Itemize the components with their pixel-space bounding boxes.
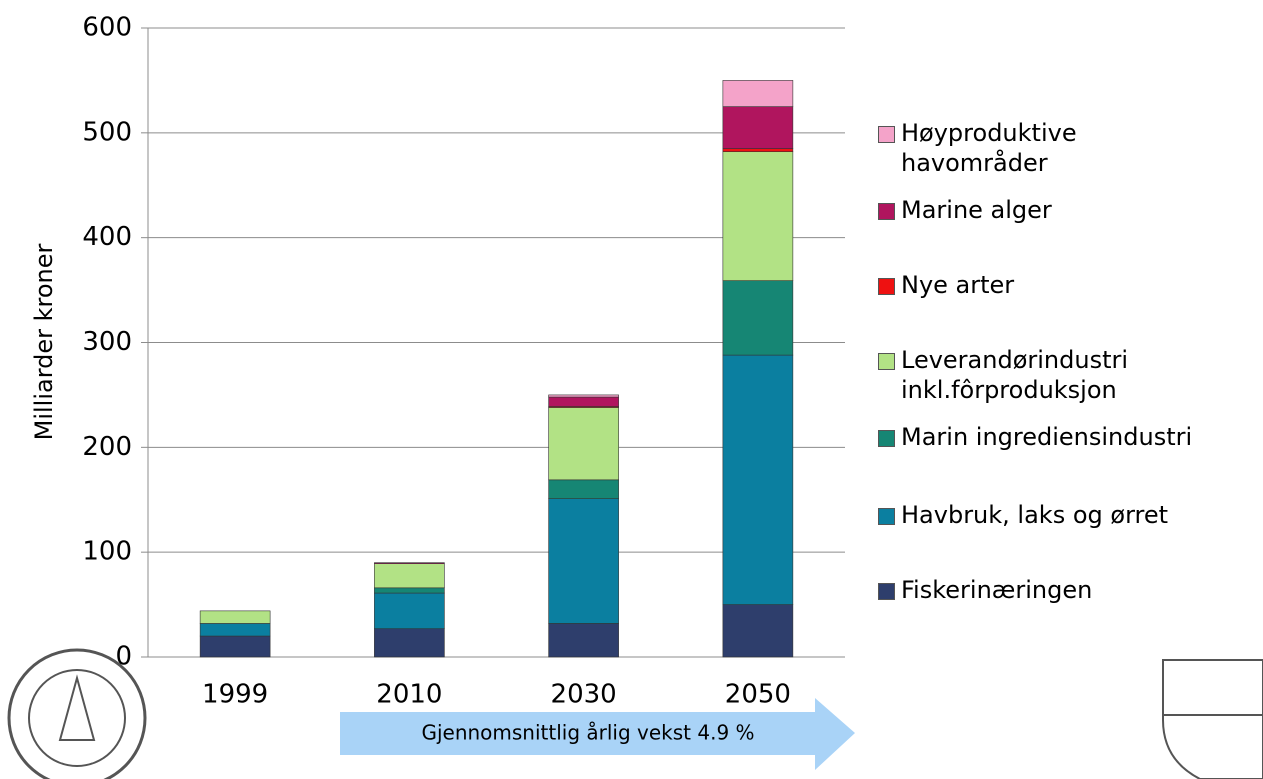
legend-swatch	[878, 430, 895, 447]
bar-segment	[722, 280, 794, 356]
legend-swatch	[878, 203, 895, 220]
bar-segment	[548, 394, 619, 398]
legend-label: Fiskerinæringen	[901, 576, 1093, 604]
y-axis-label: Milliarder kroner	[30, 243, 58, 440]
legend-item: Marine alger	[878, 195, 1052, 225]
legend-label: Marine alger	[901, 196, 1052, 224]
legend-swatch	[878, 583, 895, 600]
y-tick-label: 300	[82, 327, 132, 357]
legend-label: Marin ingrediensindustri	[901, 423, 1193, 451]
legend-swatch	[878, 508, 895, 525]
bar-segment	[548, 396, 619, 407]
legend-swatch	[878, 278, 895, 295]
y-tick-label: 400	[82, 222, 132, 252]
legend-swatch	[878, 353, 895, 370]
bar-segment	[548, 623, 619, 658]
bar-segment	[722, 354, 794, 605]
y-tick-label: 500	[82, 117, 132, 147]
x-tick-label: 2050	[725, 680, 791, 710]
bar-segment	[722, 151, 794, 281]
bar-segment	[548, 498, 619, 624]
legend-label: Høyproduktive havområder	[901, 119, 1077, 177]
legend-item: Fiskerinæringen	[878, 575, 1092, 605]
legend-item: Marin ingrediensindustri	[878, 422, 1192, 452]
bar-segment	[374, 562, 445, 564]
legend-item: Havbruk, laks og ørret	[878, 500, 1168, 530]
y-tick-label: 0	[115, 642, 132, 672]
legend-item: Nye arter	[878, 270, 1014, 300]
bar-segment	[374, 592, 445, 629]
bar-segment	[199, 635, 271, 658]
annotation: Gjennomsnittlig årlig vekst 4.9 %	[421, 721, 754, 745]
y-tick-label: 200	[82, 432, 132, 462]
bar-segment	[199, 623, 271, 637]
legend-item: Høyproduktive havområder	[878, 118, 1077, 178]
bar-segment	[374, 563, 445, 589]
x-tick-label: 1999	[202, 680, 268, 710]
x-tick-label: 2010	[376, 680, 442, 710]
bar-segment	[722, 106, 794, 149]
crest-logo	[1162, 659, 1263, 779]
legend-label: Havbruk, laks og ørret	[901, 501, 1169, 529]
y-tick-label: 600	[82, 13, 132, 43]
bar-segment	[199, 610, 271, 624]
y-tick-label: 100	[82, 537, 132, 567]
seal-logo	[7, 648, 147, 779]
growth-arrow	[340, 698, 855, 770]
legend-label: Leverandørindustri inkl.fôrproduksjon	[901, 346, 1129, 404]
bar-segment	[722, 80, 794, 107]
legend-swatch	[878, 126, 895, 143]
bar-segment	[374, 628, 445, 658]
bar-segment	[374, 587, 445, 594]
bar-segment	[722, 604, 794, 658]
bar-segment	[548, 479, 619, 500]
legend-label: Nye arter	[901, 271, 1015, 299]
legend-item: Leverandørindustri inkl.fôrproduksjon	[878, 345, 1128, 405]
bar-segment	[722, 148, 794, 153]
x-tick-label: 2030	[551, 680, 617, 710]
bar-segment	[548, 407, 619, 481]
